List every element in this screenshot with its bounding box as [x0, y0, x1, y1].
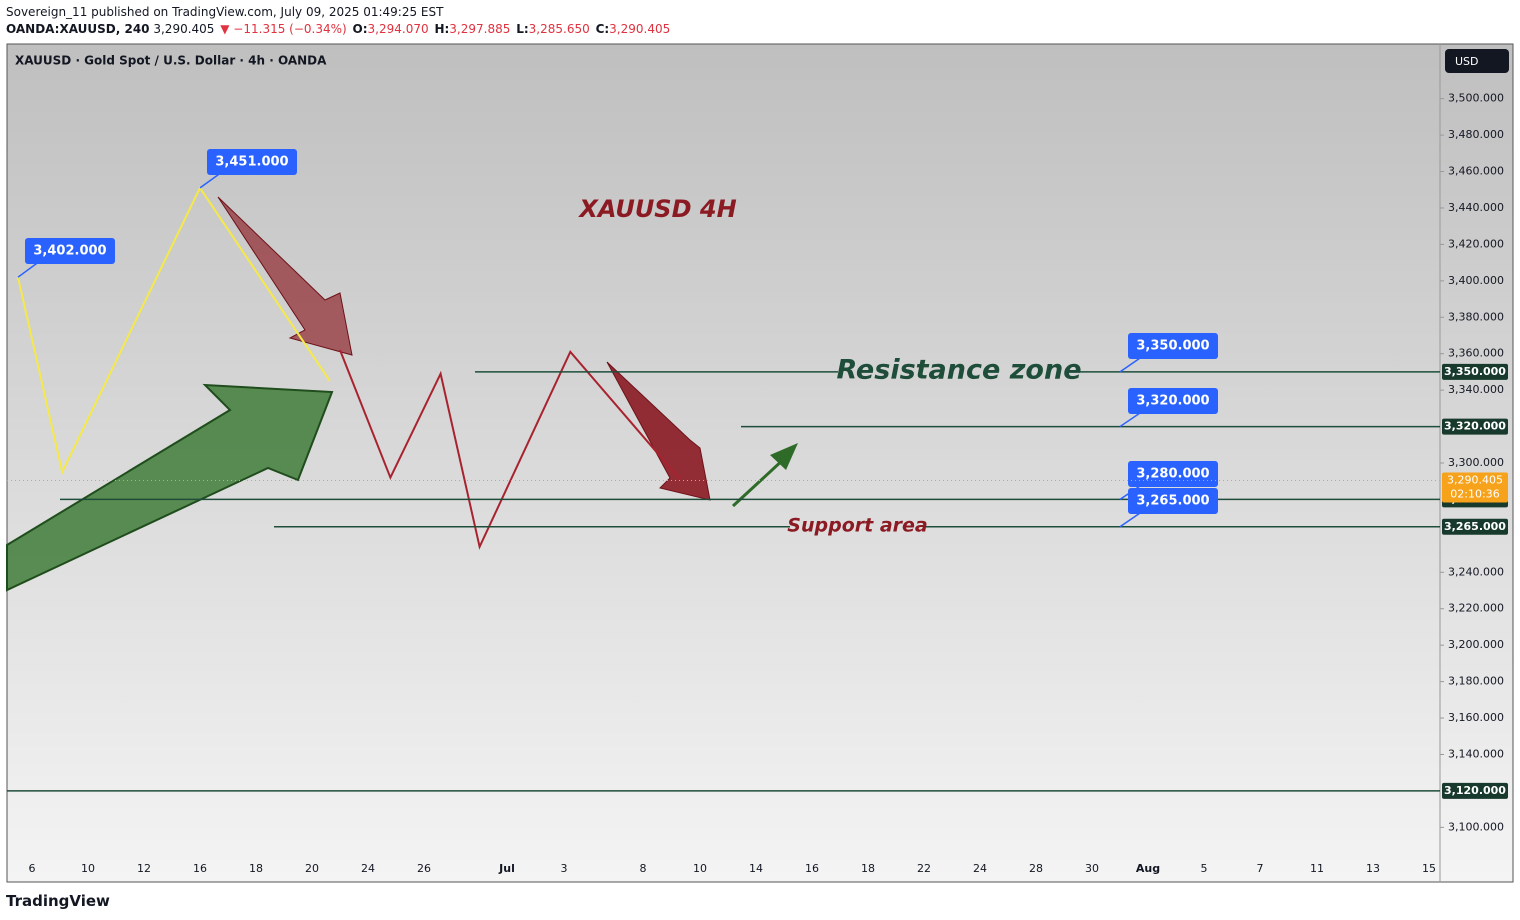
symbol-line: OANDA:XAUUSD, 240 3,290.405 ▼ −11.315 (−…	[6, 22, 672, 36]
x-tick-label: Jul	[498, 862, 515, 875]
author-line: Sovereign_11 published on TradingView.co…	[6, 5, 444, 19]
ohlc-label: C:	[595, 22, 610, 36]
level-axis-label: 3,320.000	[1444, 420, 1506, 433]
ohlc-value: 3,290.405	[609, 22, 671, 36]
y-tick-label: 3,420.000	[1448, 237, 1504, 250]
x-tick-label: 18	[249, 862, 263, 875]
callout-label: 3,280.000	[1136, 467, 1209, 482]
x-tick-label: 16	[805, 862, 819, 875]
y-tick-label: 3,160.000	[1448, 711, 1504, 724]
zigzag-line	[17, 185, 331, 476]
callout-label: 3,350.000	[1136, 339, 1209, 354]
level-axis-box	[1442, 363, 1508, 380]
ohlc-value: 3,294.070	[367, 22, 429, 36]
y-tick-label: 3,480.000	[1448, 128, 1504, 141]
y-tick-label: 3,220.000	[1448, 602, 1504, 615]
callout-label: 3,451.000	[215, 155, 288, 170]
up-arrow	[731, 456, 787, 508]
callout-box	[1128, 333, 1218, 359]
ohlc-label: L:	[516, 22, 529, 36]
last-price: 3,290.405	[153, 22, 215, 36]
callout-box	[207, 149, 297, 175]
level-axis-label: 3,350.000	[1444, 365, 1506, 378]
ohlc-label: H:	[434, 22, 450, 36]
level-axis-box	[1442, 782, 1508, 799]
level-note: Support area	[787, 514, 927, 536]
x-tick-label: 7	[1257, 862, 1264, 875]
currency: USD	[1455, 55, 1479, 68]
x-tick-label: Aug	[1136, 862, 1160, 875]
x-tick-label: 10	[693, 862, 707, 875]
y-tick-label: 3,300.000	[1448, 456, 1504, 469]
callout-box	[1128, 488, 1218, 514]
callout-box	[25, 238, 115, 264]
callout-label: 3,402.000	[33, 244, 106, 259]
y-tick-label: 3,500.000	[1448, 92, 1504, 105]
annotation: XAUUSD 4H	[577, 195, 736, 223]
y-tick-label: 3,440.000	[1448, 201, 1504, 214]
level-axis-box	[1442, 418, 1508, 435]
x-tick-label: 3	[561, 862, 568, 875]
y-tick-label: 3,340.000	[1448, 383, 1504, 396]
x-tick-label: 14	[749, 862, 763, 875]
y-tick-label: 3,380.000	[1448, 310, 1504, 323]
chart-title: XAUUSD · Gold Spot / U.S. Dollar · 4h · …	[15, 54, 327, 68]
ohlc-value: 3,297.885	[449, 22, 511, 36]
x-tick-label: 12	[137, 862, 151, 875]
trend-arrow	[6, 383, 334, 592]
up-arrow-head	[770, 443, 798, 470]
x-tick-label: 5	[1201, 862, 1208, 875]
currency-box	[1445, 49, 1509, 73]
y-tick-label: 3,400.000	[1448, 274, 1504, 287]
chart: XAUUSD · Gold Spot / U.S. Dollar · 4h · …	[6, 43, 1514, 883]
x-tick-label: 6	[29, 862, 36, 875]
ohlc-value: 3,285.650	[528, 22, 590, 36]
x-tick-label: 30	[1085, 862, 1099, 875]
y-tick-label: 3,240.000	[1448, 565, 1504, 578]
countdown: 02:10:36	[1450, 487, 1499, 500]
current-price-label: 3,290.405	[1447, 473, 1503, 486]
x-tick-label: 28	[1029, 862, 1043, 875]
x-tick-label: 18	[861, 862, 875, 875]
level-axis-box	[1442, 518, 1508, 535]
x-tick-label: 15	[1422, 862, 1436, 875]
logo: TradingView	[6, 892, 110, 910]
x-tick-label: 24	[973, 862, 987, 875]
y-tick-label: 3,100.000	[1448, 820, 1504, 833]
x-tick-label: 10	[81, 862, 95, 875]
callout-label: 3,265.000	[1136, 494, 1209, 509]
x-tick-label: 11	[1310, 862, 1324, 875]
callout-box	[1128, 388, 1218, 414]
level-axis-label: 3,120.000	[1444, 784, 1506, 797]
level-axis-label: 3,265.000	[1444, 520, 1506, 533]
down-arrow	[217, 196, 353, 356]
x-tick-label: 16	[193, 862, 207, 875]
y-tick-label: 3,460.000	[1448, 165, 1504, 178]
callout-label: 3,320.000	[1136, 394, 1209, 409]
level-note: Resistance zone	[836, 354, 1081, 385]
x-tick-label: 24	[361, 862, 375, 875]
x-tick-label: 13	[1366, 862, 1380, 875]
x-tick-label: 20	[305, 862, 319, 875]
current-price-box	[1442, 472, 1508, 503]
ohlc-label: O:	[352, 22, 368, 36]
y-tick-label: 3,360.000	[1448, 347, 1504, 360]
y-tick-label: 3,180.000	[1448, 675, 1504, 688]
x-tick-label: 22	[917, 862, 931, 875]
x-tick-label: 26	[417, 862, 431, 875]
y-tick-label: 3,200.000	[1448, 638, 1504, 651]
y-tick-label: 3,140.000	[1448, 747, 1504, 760]
zigzag-line	[339, 349, 681, 550]
change: ▼ −11.315 (−0.34%)	[220, 22, 347, 36]
x-tick-label: 8	[640, 862, 647, 875]
symbol: OANDA:XAUUSD, 240	[6, 22, 150, 36]
